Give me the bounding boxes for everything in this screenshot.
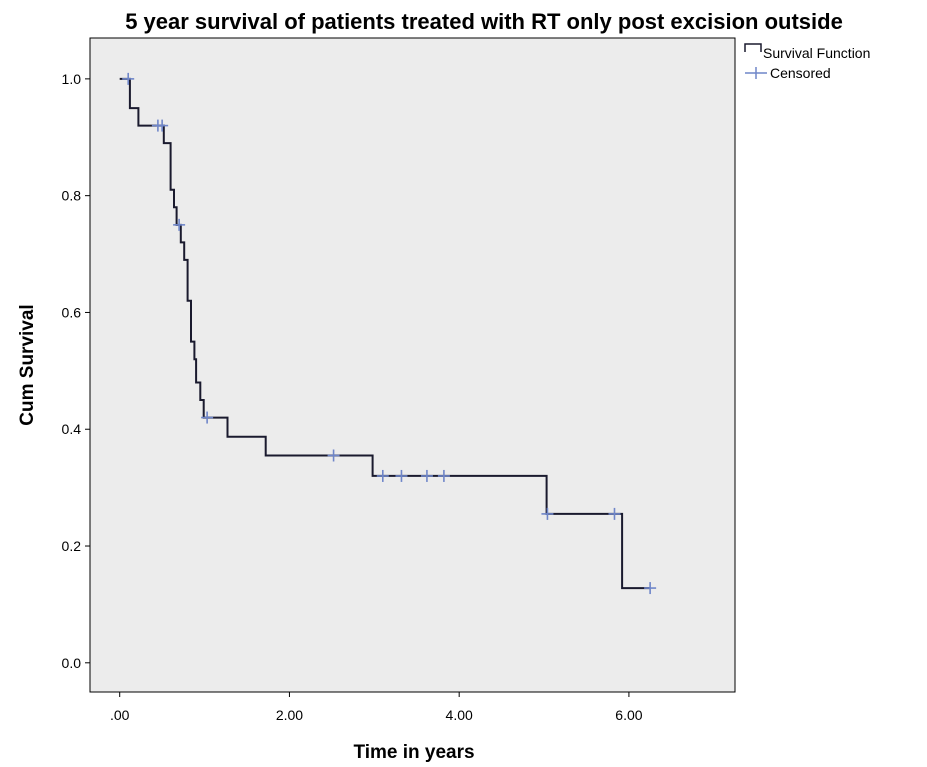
censored-marker [437, 469, 450, 482]
legend-survival-function-label: Survival Function [763, 45, 870, 61]
censored-marker [608, 507, 621, 520]
x-axis-label: Time in years [353, 742, 474, 763]
censored-marker [420, 469, 433, 482]
legend-censored-label: Censored [770, 65, 831, 81]
plot-area [89, 37, 736, 693]
survival-function-line [119, 77, 651, 590]
y-tick-label: 0.8 [62, 188, 82, 204]
censored-marker [122, 72, 135, 85]
x-tick-label: 6.00 [615, 707, 642, 723]
chart-title: 5 year survival of patients treated with… [125, 9, 843, 34]
legend-survival-function-swatch [744, 43, 762, 52]
x-axis: .00 2.00 4.00 6.00 [110, 692, 643, 723]
censored-marker [156, 119, 169, 132]
legend: Survival Function Censored [744, 43, 870, 81]
x-tick-label: 2.00 [276, 707, 303, 723]
censored-markers [122, 72, 657, 595]
censored-marker [644, 582, 657, 595]
y-tick-label: 0.4 [62, 421, 82, 437]
y-axis-label: Cum Survival [17, 304, 38, 425]
y-tick-label: 0.6 [62, 304, 82, 320]
censored-marker [201, 411, 214, 424]
y-axis: 0.0 0.2 0.4 0.6 0.8 1.0 [62, 71, 90, 671]
y-tick-label: 0.2 [62, 538, 82, 554]
censored-marker [541, 507, 554, 520]
y-tick-label: 0.0 [62, 655, 82, 671]
censored-marker [376, 469, 389, 482]
x-tick-label: .00 [110, 707, 130, 723]
x-tick-label: 4.00 [446, 707, 473, 723]
y-tick-label: 1.0 [62, 71, 82, 87]
censored-marker [327, 449, 340, 462]
censored-marker [395, 469, 408, 482]
censored-marker [173, 218, 186, 231]
